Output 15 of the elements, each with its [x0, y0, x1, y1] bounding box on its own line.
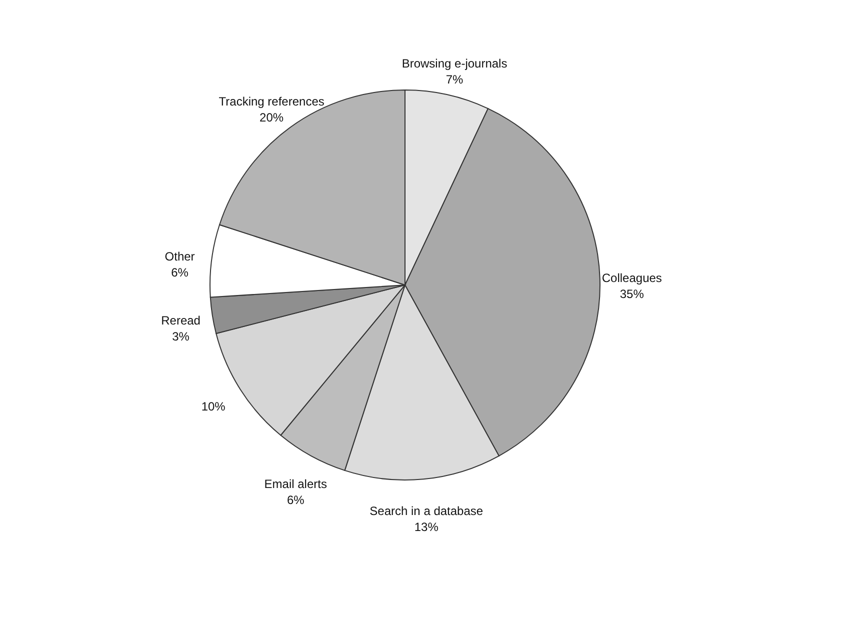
data-label: 7%: [446, 72, 464, 86]
data-label: 3%: [172, 330, 190, 344]
slice-label: Other: [164, 250, 195, 264]
data-label: 10%: [201, 400, 226, 414]
slice-label: Search in a database: [370, 504, 484, 518]
slice-label: Browsing e-journals: [402, 56, 508, 70]
slice-label: Reread: [161, 314, 200, 328]
data-label: 35%: [620, 286, 644, 301]
slice-label: Email alerts: [264, 476, 327, 491]
data-label: 20%: [260, 110, 284, 124]
slice-label: Tracking references: [218, 94, 324, 108]
data-label: 13%: [414, 520, 439, 534]
data-label: 6%: [286, 492, 305, 507]
slice-label: Colleagues: [602, 270, 662, 285]
data-label: 6%: [171, 266, 189, 280]
